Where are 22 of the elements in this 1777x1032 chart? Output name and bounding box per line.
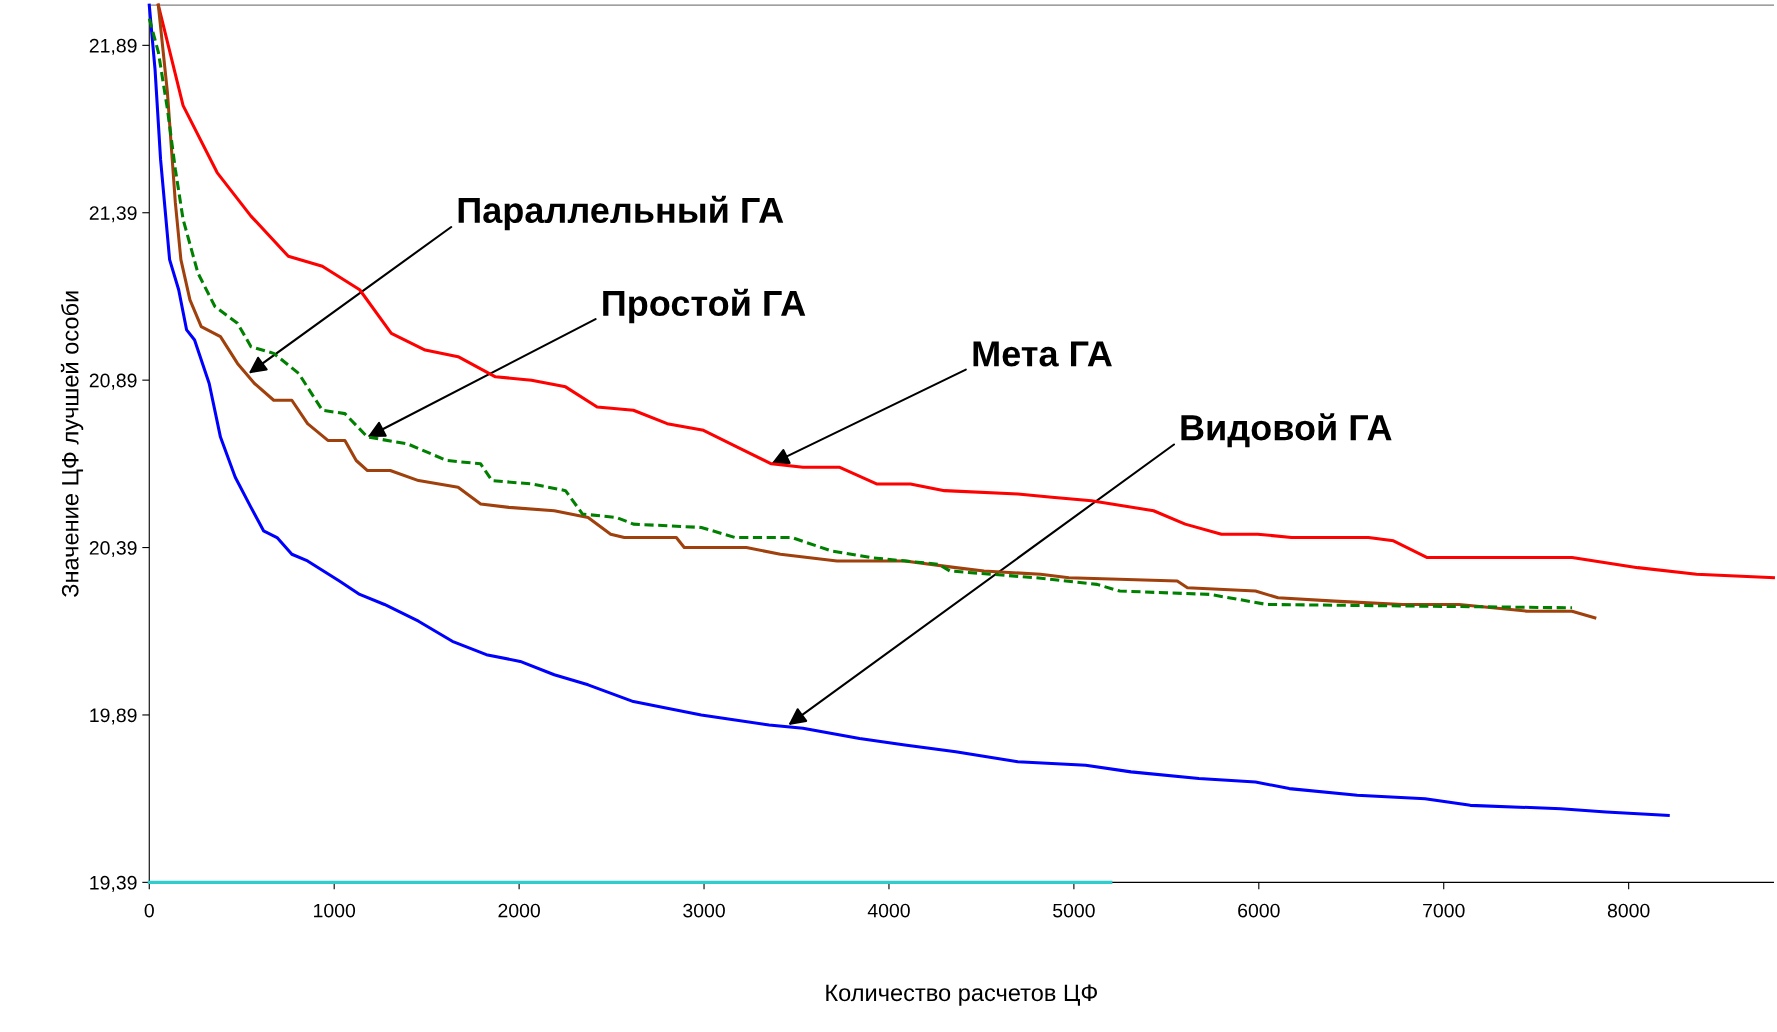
annotation: Простой ГА	[603, 288, 806, 324]
x-tick-label: 0	[144, 903, 154, 918]
line-series	[147, 3, 1670, 817]
y-tick-label: 20,39	[89, 541, 137, 558]
x-tick-label: 7000	[1423, 903, 1465, 918]
y-tick-label: 21,89	[89, 38, 137, 55]
y-tick-label: 21,39	[89, 206, 137, 223]
x-tick-label: 5000	[1053, 903, 1095, 918]
annotation: Мета ГА	[973, 341, 1112, 367]
x-tick-label: 6000	[1238, 903, 1280, 918]
y-tick-label: 19,89	[90, 708, 137, 725]
x-tick-label: 1000	[314, 903, 356, 918]
x-tick-label: 3000	[683, 903, 725, 918]
x-tick-label: 4000	[867, 903, 910, 918]
x-tick-label: 8000	[1607, 903, 1650, 918]
y-axis-title: Значение ЦФ лучшей особи	[60, 291, 84, 597]
x-tick-label: 2000	[498, 903, 540, 918]
x-axis-title: Количество расчетов ЦФ	[826, 984, 1097, 1006]
annotation: Параллельный ГА	[458, 195, 784, 231]
y-tick-label: 20,89	[89, 373, 137, 390]
annotation: Видовой ГА	[1181, 413, 1392, 448]
y-tick-label: 19,39	[90, 875, 137, 892]
